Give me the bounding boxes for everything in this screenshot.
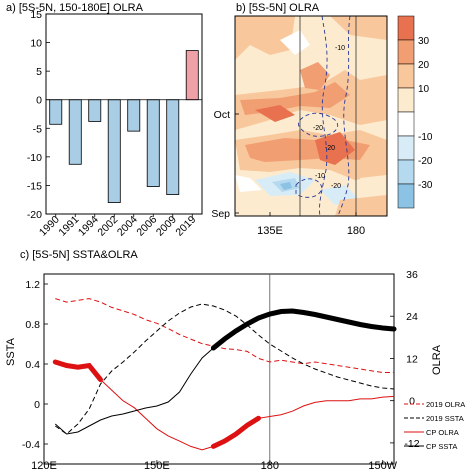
series-line-cp-olra (55, 361, 395, 451)
bar-2009 (166, 99, 180, 195)
colorbar-segment (397, 159, 415, 185)
panel-c-left-axis-label: SSTA (5, 337, 17, 366)
panel-b-heatmap: b) [5S-5N] OLRA (211, 2, 433, 237)
panel-a-y-ticks: -20 -15 -10 -5 0 5 10 15 (27, 9, 50, 221)
panel-c-series (52, 298, 397, 451)
y-tick-label: Sep (211, 208, 230, 220)
x-tick-label: 1991 (56, 214, 81, 239)
series-line-2019-ssta (55, 303, 395, 435)
x-tick-label: 2002 (95, 214, 120, 239)
x-tick-label: 1994 (76, 214, 101, 239)
y-tick-label: -10 (27, 152, 42, 164)
bar-2004 (127, 99, 141, 132)
left-tick-label: -0.4 (22, 439, 40, 451)
bar-1990 (49, 99, 63, 125)
panel-c-frame (43, 273, 395, 465)
panel-a-frame (45, 13, 203, 215)
panel-b-y-ticks: Oct Sep (211, 109, 239, 220)
colorbar-tick-label: 20 (418, 60, 430, 71)
right-tick-label: 36 (406, 269, 418, 281)
contour-label: -20 (325, 145, 335, 152)
panel-a-title: a) [5S-5N, 150-180E] OLRA (6, 2, 144, 14)
significant-segment (210, 415, 261, 449)
legend-label: 2019 SSTA (426, 414, 464, 423)
colorbar-tick-label: -20 (418, 156, 433, 167)
colorbar-segment (397, 111, 415, 137)
colorbar-segment (397, 183, 415, 209)
panel-b-field (235, 16, 387, 216)
y-tick-label: -15 (27, 180, 42, 192)
colorbar-tick-label: -30 (418, 180, 433, 191)
panel-b-title: b) [5S-5N] OLRA (236, 2, 320, 14)
x-tick-label: 150W (368, 460, 397, 470)
x-tick-label: 180 (347, 225, 365, 237)
right-tick-label: 0 (409, 396, 415, 408)
x-tick-label: 2019 (173, 214, 198, 239)
x-tick-label: 2006 (134, 214, 159, 239)
contour-label: -10 (335, 45, 345, 52)
x-tick-label: 135E (257, 225, 283, 237)
panel-b-frame (234, 15, 388, 217)
contour-label: -20 (331, 183, 341, 190)
colorbar-segment (397, 135, 415, 161)
colorbar-segment (397, 39, 415, 65)
x-tick-label: 2004 (115, 214, 140, 239)
bar-2019 (185, 50, 199, 101)
panel-c-right-axis-label: OLRA (431, 344, 443, 375)
y-tick-label: -5 (33, 123, 42, 135)
right-tick-label: 12 (406, 353, 418, 365)
panel-c-legend: 2019 OLRA 2019 SSTA CP OLRA CP SSTA (404, 400, 465, 451)
y-tick-label: 15 (30, 9, 42, 21)
x-tick-label: 150E (144, 460, 170, 470)
colorbar-segment (397, 87, 415, 113)
x-tick-label: 2009 (154, 214, 179, 239)
legend-label: CP SSTA (426, 442, 457, 451)
y-tick-label: 5 (36, 66, 42, 78)
bar-1991 (68, 99, 82, 165)
left-tick-label: 0 (34, 399, 40, 411)
x-tick-label: 180 (261, 460, 279, 470)
panel-b-contour-labels: -10 -20 -20 -10 -20 (313, 45, 345, 190)
contour-label: -20 (313, 125, 323, 132)
panel-c-line-chart: c) [5S-5N] SSTA&OLRA -0.4 0 0.4 0.8 1.2 -12 0… (5, 249, 465, 470)
left-tick-label: 0.8 (25, 319, 40, 331)
right-tick-label: -12 (404, 438, 419, 450)
bar-2002 (107, 99, 121, 203)
panel-a-bars (46, 50, 202, 203)
y-tick-label: 10 (30, 38, 42, 50)
legend-label: 2019 OLRA (426, 400, 465, 409)
panel-b-x-ticks: 135E 180 (257, 212, 365, 237)
panel-c-x-ticks: 120E 150E 180 150W (31, 460, 398, 470)
y-tick-label: Oct (214, 109, 230, 121)
bar-1994 (88, 99, 102, 122)
series-line-2019-olra (55, 298, 394, 373)
colorbar-segment (397, 15, 415, 41)
colorbar-tick-label: -10 (418, 132, 433, 143)
legend-label: CP OLRA (426, 428, 459, 437)
significant-segment (52, 359, 103, 383)
significant-segment (210, 308, 397, 351)
panel-a-bar-chart: a) [5S-5N, 150-180E] OLRA -20 -15 -10 -5 0 5 1… (6, 2, 203, 239)
left-tick-label: 0.4 (25, 359, 40, 371)
panel-c-left-ticks: -0.4 0 0.4 0.8 1.2 (22, 279, 48, 451)
y-tick-label: -20 (27, 209, 42, 221)
series-line-cp-ssta (54, 310, 395, 435)
y-tick-label: 0 (36, 95, 42, 107)
x-tick-label: 120E (31, 460, 57, 470)
colorbar-segment (397, 63, 415, 89)
colorbar-tick-label: 10 (418, 84, 430, 95)
panel-c-title: c) [5S-5N] SSTA&OLRA (20, 249, 138, 261)
contour-label: -10 (315, 173, 325, 180)
panel-b-colorbar: 30 20 10 -10 -20 -30 (397, 15, 433, 209)
colorbar-tick-label: 30 (418, 36, 430, 47)
bar-2006 (146, 99, 160, 187)
left-tick-label: 1.2 (25, 279, 40, 291)
right-tick-label: 24 (406, 311, 418, 323)
panel-c-right-ticks: -12 0 12 24 36 (390, 269, 420, 450)
